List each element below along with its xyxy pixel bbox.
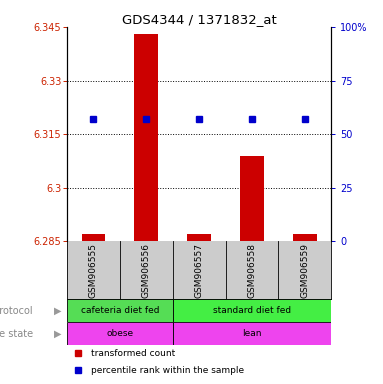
Bar <box>67 323 173 346</box>
Text: disease state: disease state <box>0 329 33 339</box>
Bar <box>134 34 158 242</box>
Text: obese: obese <box>106 329 133 338</box>
Bar <box>67 299 173 323</box>
Text: GSM906557: GSM906557 <box>195 243 204 298</box>
Title: GDS4344 / 1371832_at: GDS4344 / 1371832_at <box>122 13 277 26</box>
Text: lean: lean <box>242 329 262 338</box>
Bar <box>82 233 105 242</box>
Text: GSM906559: GSM906559 <box>300 243 309 298</box>
Bar <box>293 233 317 242</box>
Bar <box>173 299 331 323</box>
Text: percentile rank within the sample: percentile rank within the sample <box>91 366 244 375</box>
Text: ▶: ▶ <box>54 329 62 339</box>
Bar <box>173 323 331 346</box>
Text: GSM906555: GSM906555 <box>89 243 98 298</box>
Bar <box>240 156 264 242</box>
Text: GSM906558: GSM906558 <box>247 243 257 298</box>
Text: protocol: protocol <box>0 306 33 316</box>
Bar <box>187 233 211 242</box>
Text: ▶: ▶ <box>54 306 62 316</box>
Text: standard diet fed: standard diet fed <box>213 306 291 315</box>
Text: transformed count: transformed count <box>91 349 175 358</box>
Text: cafeteria diet fed: cafeteria diet fed <box>81 306 159 315</box>
Text: GSM906556: GSM906556 <box>142 243 151 298</box>
